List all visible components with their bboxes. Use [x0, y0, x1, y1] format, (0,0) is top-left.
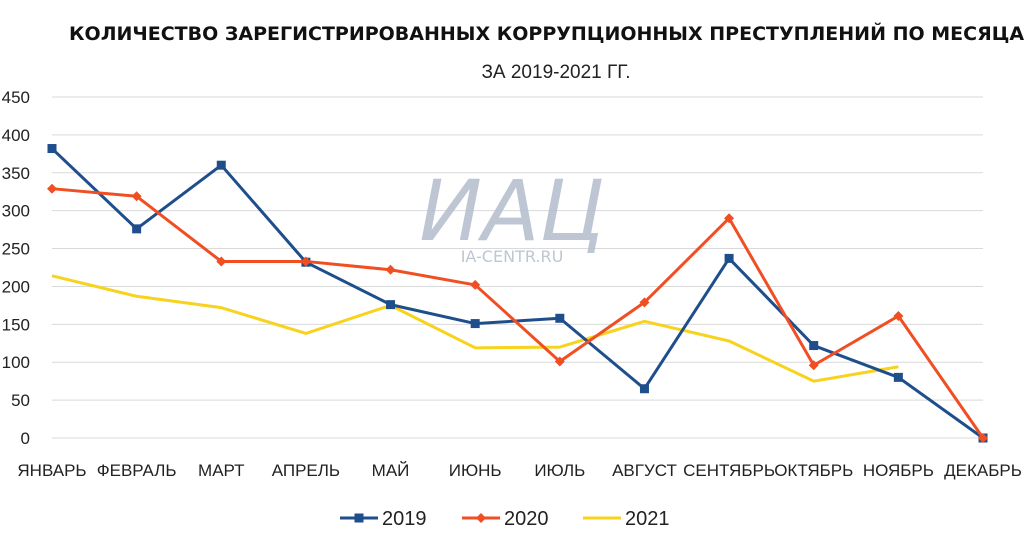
- data-point-2019: [386, 300, 396, 310]
- gridlines: [52, 96, 983, 439]
- x-tick-label: МАЙ: [372, 461, 410, 480]
- legend-marker: [354, 513, 364, 523]
- data-point-2019: [470, 319, 480, 329]
- y-tick-label: 100: [2, 353, 30, 372]
- legend: 2019 2020 2021: [340, 508, 670, 530]
- data-point-2020: [554, 356, 565, 367]
- data-point-2020: [47, 183, 57, 194]
- legend-label: 2020: [504, 508, 549, 530]
- y-tick-label: 50: [11, 391, 30, 410]
- data-point-2019: [639, 384, 649, 394]
- data-point-2019: [893, 372, 903, 382]
- y-tick-label: 200: [2, 277, 30, 296]
- series-line-2021: [51, 274, 899, 383]
- data-point-2020: [131, 191, 142, 202]
- x-tick-label: ДЕКАБРЬ: [944, 461, 1022, 480]
- series-group: [47, 144, 988, 443]
- chart-subtitle: ЗА 2019-2021 ГГ.: [481, 62, 630, 83]
- legend-item-2021: 2021: [583, 508, 670, 530]
- data-point-2020: [724, 213, 735, 224]
- data-point-2020: [639, 297, 650, 308]
- data-point-2020: [470, 279, 481, 290]
- data-point-2019: [724, 253, 734, 263]
- y-tick-label: 350: [2, 164, 30, 183]
- x-tick-label: ЯНВАРЬ: [17, 461, 86, 480]
- y-tick-label: 300: [2, 202, 30, 221]
- x-tick-label: АВГУСТ: [612, 461, 677, 480]
- x-tick-label: ИЮНЬ: [449, 461, 502, 480]
- data-point-2019: [555, 313, 565, 323]
- data-point-2020: [893, 310, 904, 321]
- legend-item-2020: 2020: [462, 508, 549, 530]
- data-point-2020: [978, 433, 988, 443]
- data-point-2020: [385, 264, 396, 275]
- chart-title: КОЛИЧЕСТВО ЗАРЕГИСТРИРОВАННЫХ КОРРУПЦИОН…: [69, 22, 1024, 45]
- legend-marker: [476, 513, 486, 523]
- y-tick-label: 150: [2, 315, 30, 334]
- y-tick-label: 400: [2, 126, 30, 145]
- y-tick-label: 250: [2, 240, 30, 259]
- x-tick-label: ФЕВРАЛЬ: [97, 461, 177, 480]
- x-axis-ticks: ЯНВАРЬ ФЕВРАЛЬ МАРТ АПРЕЛЬ МАЙ ИЮНЬ ИЮЛЬ АВГУСТ…: [17, 461, 1021, 480]
- x-tick-label: МАРТ: [198, 461, 244, 480]
- legend-label: 2019: [382, 508, 427, 530]
- x-tick-label: АПРЕЛЬ: [272, 461, 340, 480]
- watermark-letters: ИАЦ: [419, 162, 605, 260]
- series-line-2019: [50, 147, 984, 440]
- y-tick-label: 0: [21, 429, 30, 448]
- data-point-2020: [216, 256, 227, 267]
- x-tick-label: НОЯБРЬ: [863, 461, 934, 480]
- legend-item-2019: 2019: [340, 508, 427, 530]
- watermark-url: IA-CENTR.RU: [461, 247, 564, 266]
- data-point-2019: [47, 144, 57, 154]
- x-tick-label: СЕНТЯБРЬ: [683, 461, 775, 480]
- watermark-logo: ИАЦ IA-CENTR.RU: [419, 162, 605, 266]
- data-point-2019: [809, 341, 819, 351]
- y-tick-label: 450: [2, 88, 30, 107]
- legend-label: 2021: [625, 508, 670, 530]
- data-point-2020: [808, 360, 819, 371]
- x-tick-label: ОКТЯБРЬ: [774, 461, 853, 480]
- data-point-2019: [132, 224, 142, 234]
- series-line-2020: [51, 187, 985, 439]
- x-tick-label: ИЮЛЬ: [534, 461, 585, 480]
- data-point-2020: [300, 256, 311, 267]
- y-axis-ticks: 0 50 100 150 200 250 300 350 400 450: [2, 88, 30, 448]
- data-point-2019: [216, 160, 226, 170]
